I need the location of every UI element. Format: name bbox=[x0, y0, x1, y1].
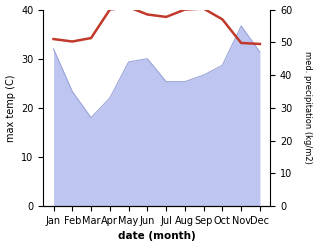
Y-axis label: med. precipitation (kg/m2): med. precipitation (kg/m2) bbox=[303, 51, 313, 164]
X-axis label: date (month): date (month) bbox=[118, 231, 196, 242]
Y-axis label: max temp (C): max temp (C) bbox=[5, 74, 16, 142]
